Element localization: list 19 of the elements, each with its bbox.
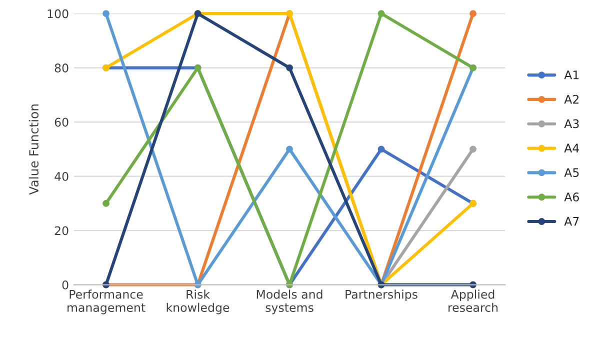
x-tick-label: Risk knowledge — [166, 290, 230, 314]
y-tick-label: 20 — [54, 226, 68, 236]
y-tick-label: 100 — [48, 9, 68, 18]
y-tick-label: 80 — [54, 64, 68, 72]
legend-label: A6 — [564, 192, 579, 202]
x-tick-label: Applied research — [448, 290, 498, 312]
y-tick-label: 60 — [54, 118, 68, 127]
legend-label: A2 — [564, 94, 579, 104]
y-axis-title: Value Function — [28, 104, 39, 195]
y-tick-label: 0 — [62, 280, 68, 290]
x-tick-label: Performance management — [68, 290, 146, 314]
x-tick-label: Models and systems — [256, 290, 322, 314]
legend-label: A7 — [564, 217, 579, 226]
legend-label: A1 — [564, 70, 579, 80]
legend-label: A5 — [564, 168, 579, 177]
x-tick-label: Partnerships — [346, 290, 418, 302]
legend-label: A4 — [564, 144, 580, 152]
y-tick-label: 40 — [54, 172, 68, 181]
legend-label: A3 — [564, 119, 579, 128]
